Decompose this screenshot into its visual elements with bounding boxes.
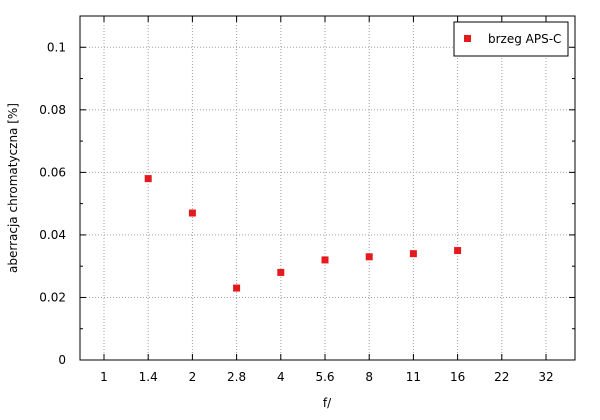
data-point — [365, 253, 373, 261]
legend-label: brzeg APS-C — [488, 32, 561, 46]
grid — [80, 16, 575, 360]
x-tick-label: 22 — [494, 370, 509, 384]
axis-ticks — [80, 16, 575, 361]
x-axis-tick-labels: 1 1.4 2 2.8 4 5.6 8 11 16 22 32 — [100, 370, 553, 384]
x-tick-label: 32 — [538, 370, 553, 384]
legend-box — [453, 21, 569, 57]
x-tick-label: 5.6 — [315, 370, 334, 384]
y-axis-tick-labels: 0 0.02 0.04 0.06 0.08 0.1 — [39, 40, 66, 367]
data-point — [409, 250, 417, 258]
x-axis-title: f/ — [323, 396, 332, 410]
y-tick-label: 0.1 — [47, 40, 66, 54]
y-tick-label: 0 — [58, 353, 66, 367]
x-tick-label: 11 — [406, 370, 421, 384]
data-points — [144, 175, 462, 292]
x-tick-label: 2 — [189, 370, 197, 384]
data-point — [277, 268, 285, 276]
x-tick-label: 16 — [450, 370, 465, 384]
data-point — [233, 284, 241, 292]
x-tick-label: 8 — [365, 370, 373, 384]
legend-marker — [464, 35, 471, 42]
y-tick-label: 0.02 — [39, 290, 66, 304]
y-axis-title: aberracja chromatyczna [%] — [6, 103, 20, 273]
data-point — [454, 247, 462, 255]
x-tick-label: 1 — [100, 370, 108, 384]
legend: brzeg APS-C — [453, 21, 569, 57]
data-point — [188, 209, 196, 217]
y-tick-label: 0.08 — [39, 103, 66, 117]
x-tick-label: 4 — [277, 370, 285, 384]
x-tick-label: 2.8 — [227, 370, 246, 384]
data-point — [144, 175, 152, 183]
data-point — [321, 256, 329, 264]
x-tick-label: 1.4 — [139, 370, 158, 384]
plot-area-frame — [79, 15, 576, 361]
y-tick-label: 0.06 — [39, 165, 66, 179]
y-tick-label: 0.04 — [39, 228, 66, 242]
